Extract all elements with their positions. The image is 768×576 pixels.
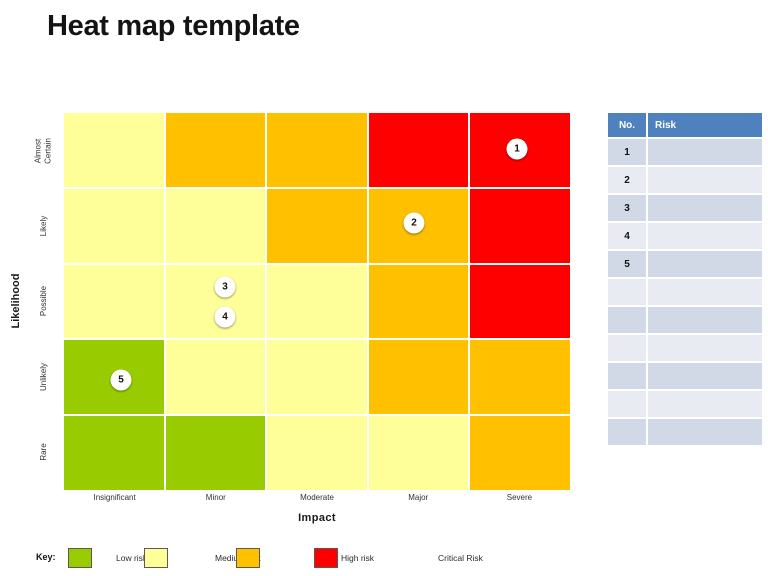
table-row-9 xyxy=(608,363,762,389)
table-cell-no-4: 4 xyxy=(608,223,646,249)
key-label: Key: xyxy=(36,552,56,562)
table-cell-risk-8[interactable] xyxy=(648,335,762,361)
heatmap-cell-r2c2 xyxy=(267,264,367,339)
x-tick-3: Major xyxy=(408,493,429,502)
table-header-no: No. xyxy=(608,113,646,137)
table-cell-risk-9[interactable] xyxy=(648,363,762,389)
table-cell-risk-7[interactable] xyxy=(648,307,762,333)
heatmap-cell-r1c0 xyxy=(64,188,164,263)
x-tick-2: Moderate xyxy=(300,493,334,502)
table-cell-no-11 xyxy=(608,419,646,445)
table-cell-risk-11[interactable] xyxy=(648,419,762,445)
table-cell-no-6 xyxy=(608,279,646,305)
heatmap-cell-r4c2 xyxy=(267,416,367,490)
key-text-critical: Critical Risk xyxy=(438,553,483,563)
key-swatch-critical xyxy=(314,548,338,568)
heatmap-cell-r3c4 xyxy=(470,340,570,415)
heatmap-cell-r0c0 xyxy=(64,113,164,187)
table-row-5: 5 xyxy=(608,251,762,277)
risk-marker-4[interactable]: 4 xyxy=(214,306,236,328)
heatmap-cell-r2c0 xyxy=(64,264,164,339)
y-axis-title: Likelihood xyxy=(10,273,22,329)
y-tick-0: Almost Certain xyxy=(33,138,53,164)
x-axis-tick-labels: Insignificant Minor Moderate Major Severe xyxy=(64,493,570,502)
table-cell-risk-2[interactable] xyxy=(648,167,762,193)
key-swatch-high xyxy=(236,548,260,568)
table-cell-no-3: 3 xyxy=(608,195,646,221)
key-text-high: High risk xyxy=(341,553,375,563)
heatmap-cell-r4c4 xyxy=(470,416,570,490)
y-tick-4: Rare xyxy=(38,443,48,461)
heatmap-cell-r1c4 xyxy=(470,188,570,263)
heatmap-cell-r2c4 xyxy=(470,264,570,339)
table-cell-no-10 xyxy=(608,391,646,417)
table-cell-risk-4[interactable] xyxy=(648,223,762,249)
heatmap-cell-r1c1 xyxy=(165,188,266,263)
heatmap-cell-r3c1 xyxy=(165,340,266,415)
y-tick-2: Possible xyxy=(38,285,48,317)
heatmap-cell-r2c3 xyxy=(368,264,469,339)
table-row-2: 2 xyxy=(608,167,762,193)
heatmap-grid: 1 2 3 4 5 xyxy=(64,113,570,490)
table-row-7 xyxy=(608,307,762,333)
key-text-low: Low risk xyxy=(116,553,148,563)
risk-table-header: No. Risk xyxy=(608,113,762,137)
risk-marker-3[interactable]: 3 xyxy=(214,276,236,298)
table-row-10 xyxy=(608,391,762,417)
x-tick-0: Insignificant xyxy=(93,493,136,502)
table-row-6 xyxy=(608,279,762,305)
risk-marker-2[interactable]: 2 xyxy=(403,212,425,234)
table-cell-no-8 xyxy=(608,335,646,361)
table-row-11 xyxy=(608,419,762,445)
heatmap-cell-r4c0 xyxy=(64,416,164,490)
risk-marker-1[interactable]: 1 xyxy=(506,138,528,160)
x-tick-1: Minor xyxy=(205,493,226,502)
page-title: Heat map template xyxy=(47,10,300,42)
table-cell-no-1: 1 xyxy=(608,139,646,165)
table-row-4: 4 xyxy=(608,223,762,249)
heatmap-cell-r4c3 xyxy=(368,416,469,490)
table-header-risk: Risk xyxy=(648,113,762,137)
table-row-1: 1 xyxy=(608,139,762,165)
table-cell-no-7 xyxy=(608,307,646,333)
heatmap-cell-r3c3 xyxy=(368,340,469,415)
table-cell-no-2: 2 xyxy=(608,167,646,193)
risk-marker-5[interactable]: 5 xyxy=(110,369,132,391)
table-cell-no-5: 5 xyxy=(608,251,646,277)
table-cell-risk-1[interactable] xyxy=(648,139,762,165)
y-tick-3: Unlikely xyxy=(38,362,48,392)
key-swatch-medium xyxy=(144,548,168,568)
heatmap-cell-r3c2 xyxy=(267,340,367,415)
y-tick-1: Likely xyxy=(38,215,48,237)
table-cell-risk-3[interactable] xyxy=(648,195,762,221)
heatmap-cell-r0c3 xyxy=(368,113,469,187)
table-cell-no-9 xyxy=(608,363,646,389)
heatmap-cell-r0c2 xyxy=(267,113,367,187)
table-cell-risk-5[interactable] xyxy=(648,251,762,277)
heatmap-cell-r0c1 xyxy=(165,113,266,187)
x-axis-title: Impact xyxy=(298,512,336,524)
x-tick-4: Severe xyxy=(506,493,533,502)
heatmap-cell-r1c2 xyxy=(267,188,367,263)
table-row-8 xyxy=(608,335,762,361)
heatmap-cell-r2c1 xyxy=(165,264,266,339)
heatmap-cell-r4c1 xyxy=(165,416,266,490)
key-swatch-low xyxy=(68,548,92,568)
table-cell-risk-10[interactable] xyxy=(648,391,762,417)
table-row-3: 3 xyxy=(608,195,762,221)
table-cell-risk-6[interactable] xyxy=(648,279,762,305)
